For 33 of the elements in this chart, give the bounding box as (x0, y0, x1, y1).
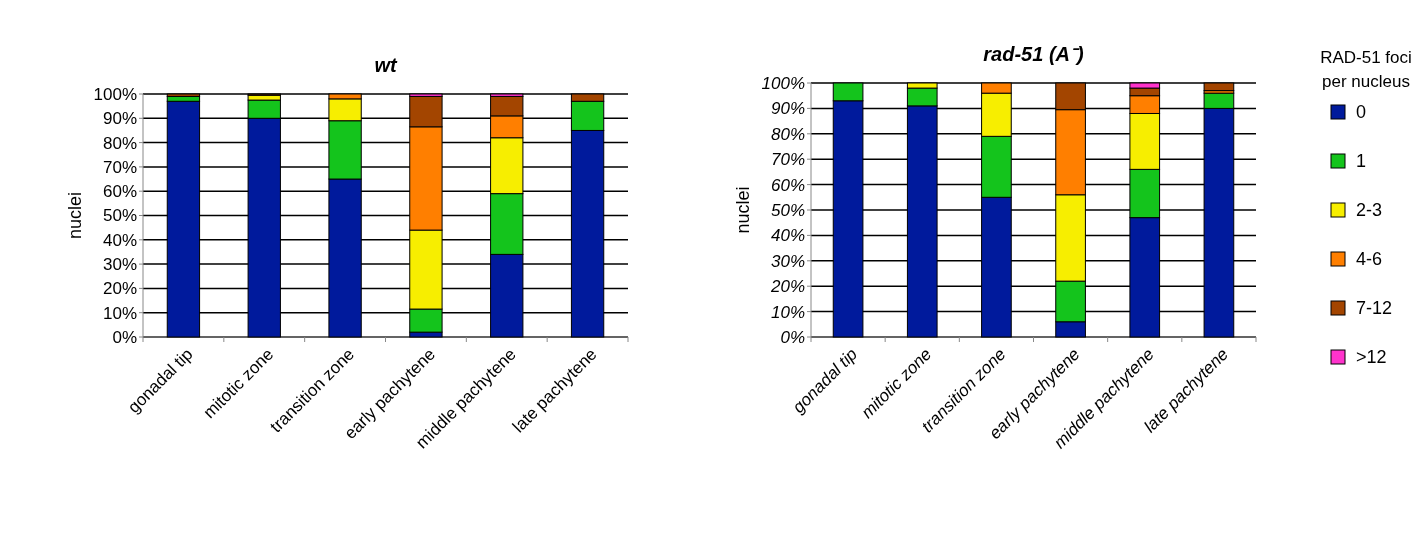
chart-title: rad-51 (A⁻) (983, 43, 1085, 65)
y-tick-label: 70% (770, 150, 805, 170)
chart-title: wt (374, 54, 398, 76)
y-tick-label: 100% (93, 84, 137, 104)
y-tick-label: 60% (102, 182, 137, 202)
y-axis-title: nuclei (65, 191, 85, 240)
y-tick-label: 30% (770, 251, 805, 271)
y-tick-label: 30% (102, 255, 137, 275)
y-tick-label: 100% (761, 73, 805, 93)
y-tick-label: 90% (770, 99, 805, 119)
legend-label: 2-3 (1356, 200, 1383, 221)
y-tick-label: 20% (102, 279, 137, 299)
y-tick-label: 70% (102, 157, 137, 177)
legend-label: 7-12 (1356, 298, 1393, 319)
legend-label: 4-6 (1356, 249, 1383, 270)
legend-label: >12 (1356, 347, 1387, 368)
y-tick-label: 60% (770, 175, 805, 195)
legend-label: 1 (1356, 151, 1367, 172)
y-tick-label: 20% (769, 277, 805, 297)
y-tick-label: 80% (770, 124, 805, 144)
y-axis-title: nuclei (733, 186, 753, 234)
y-tick-label: 50% (770, 200, 805, 220)
y-tick-label: 0% (112, 327, 137, 347)
y-tick-label: 10% (770, 302, 805, 322)
y-tick-label: 40% (770, 226, 805, 246)
y-tick-label: 10% (102, 303, 137, 323)
y-tick-label: 40% (102, 230, 137, 250)
legend-title: RAD-51 foci per nucleus (1320, 48, 1412, 91)
y-tick-label: 80% (102, 133, 137, 153)
y-tick-label: 0% (780, 327, 805, 347)
legend-label: 0 (1356, 102, 1367, 123)
y-tick-label: 90% (102, 109, 137, 129)
y-tick-label: 50% (102, 206, 137, 226)
